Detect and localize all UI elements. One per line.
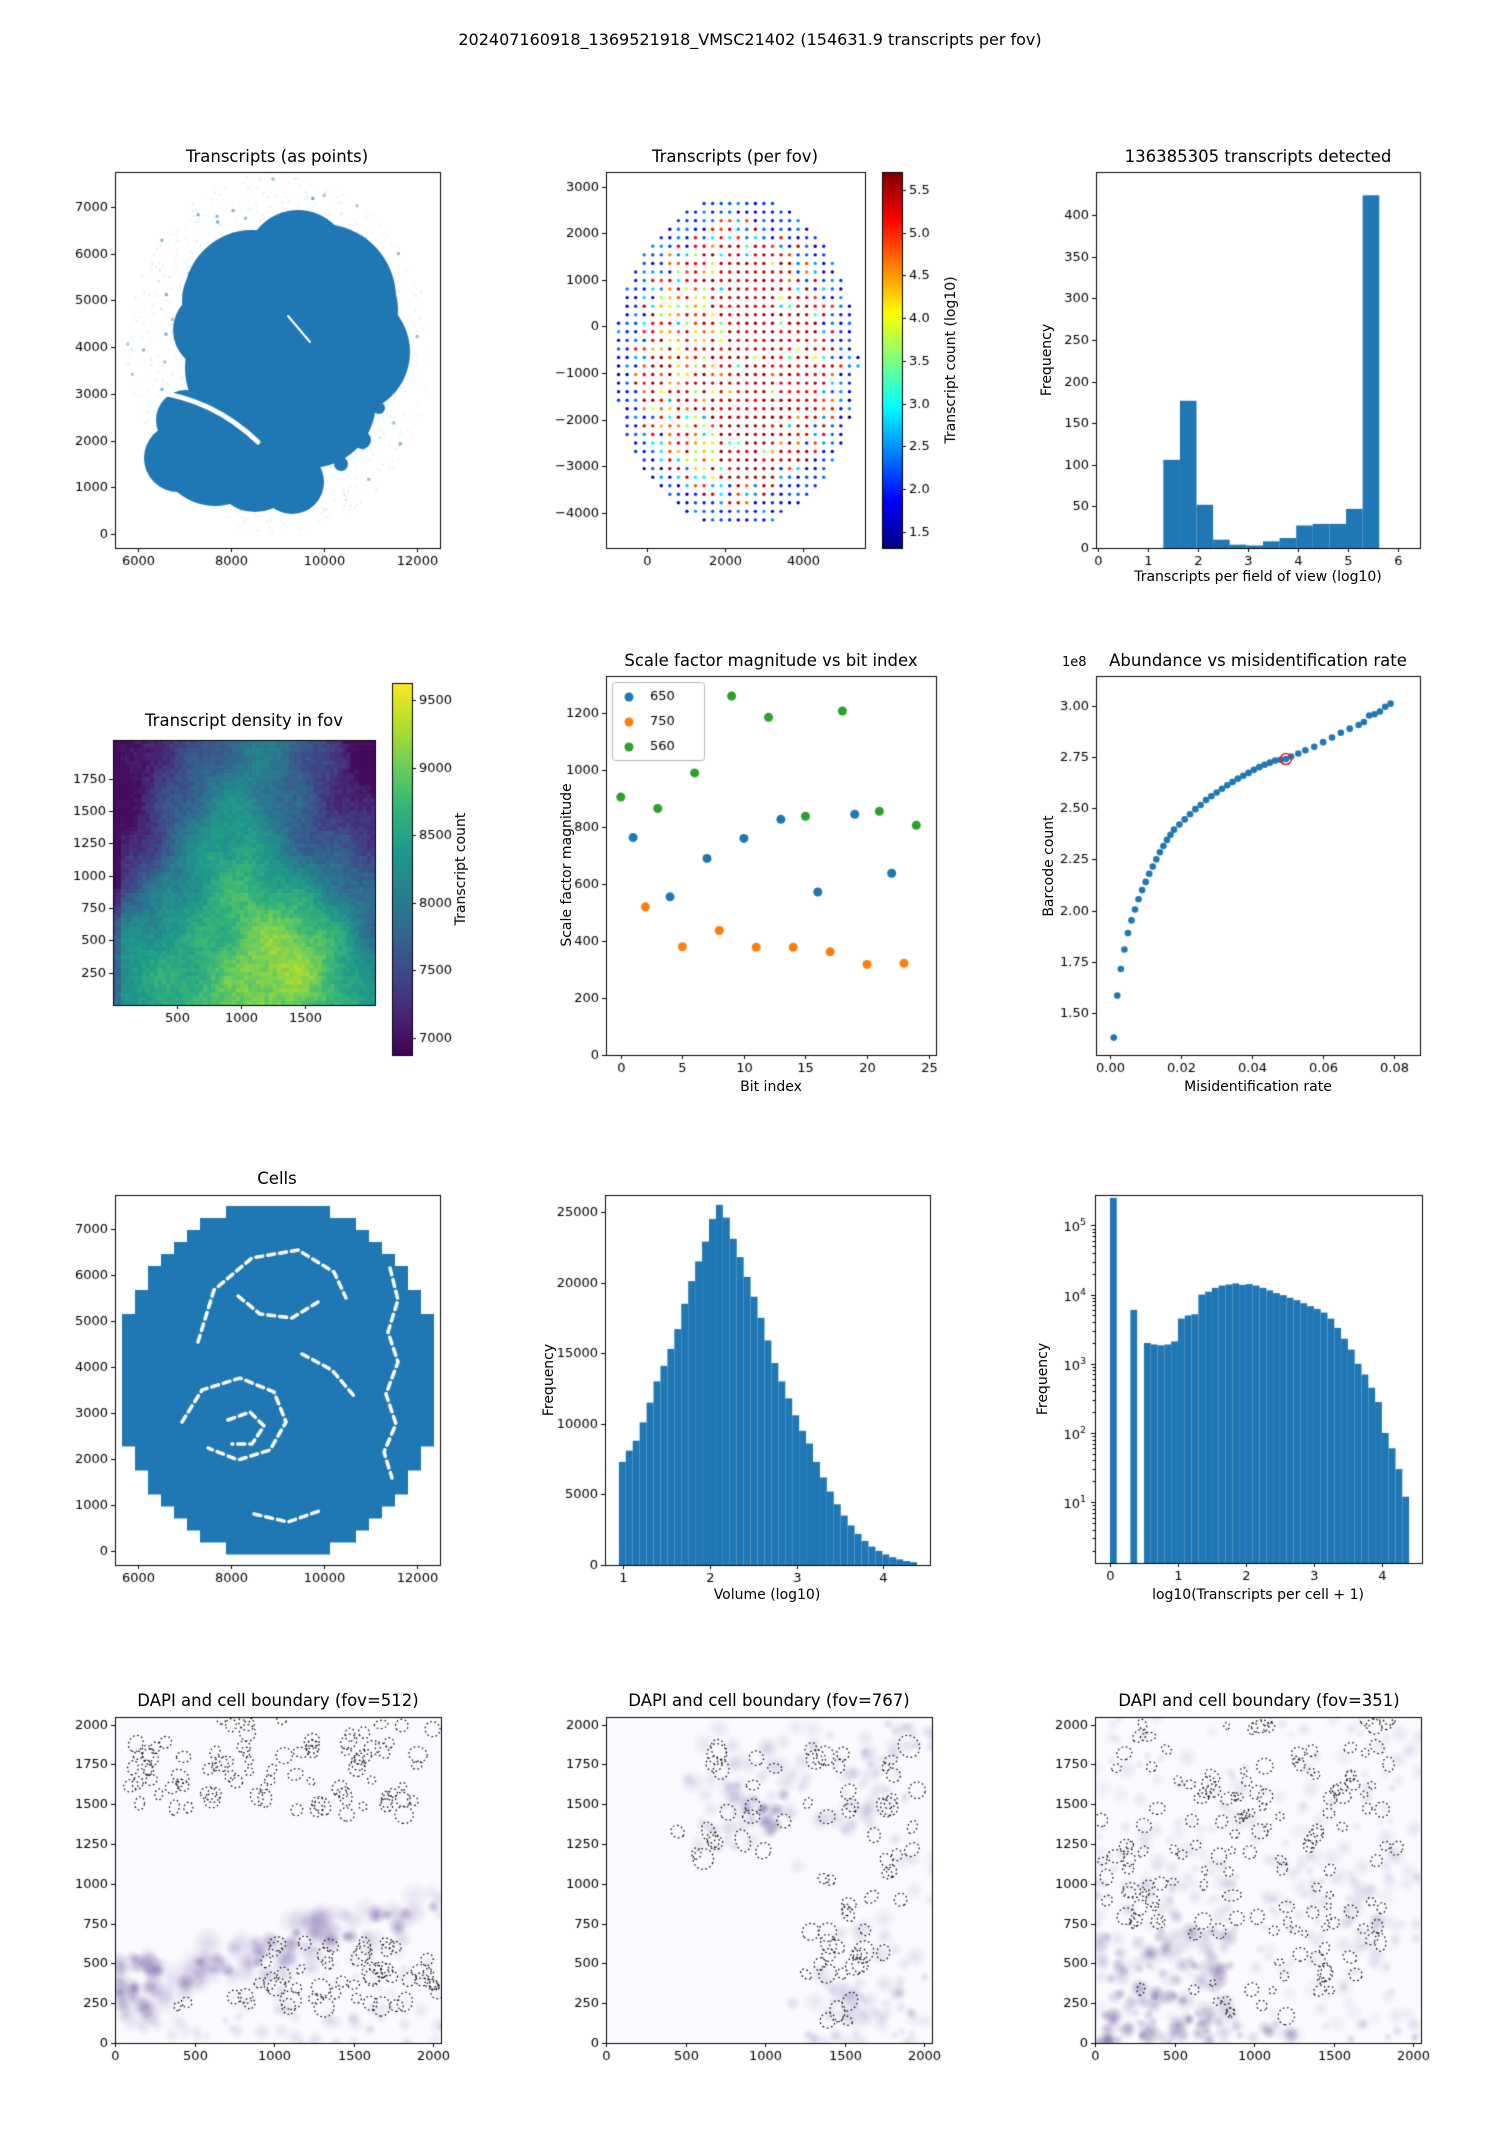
panel-dapi-512-title: DAPI and cell boundary (fov=512) (137, 1691, 419, 1710)
panel-transcripts-hist-title: 136385305 transcripts detected (1124, 147, 1392, 166)
per-fov-colorbar-label: Transcript count (log10) (943, 276, 959, 444)
panel-transcripts-per-fov-title: Transcripts (per fov) (651, 147, 819, 166)
panel-scale-factor-title: Scale factor magnitude vs bit index (624, 651, 918, 670)
panel-dapi-351-title: DAPI and cell boundary (fov=351) (1118, 1691, 1400, 1710)
per-cell-hist-xlabel: log10(Transcripts per cell + 1) (1152, 1587, 1364, 1603)
abundance-ylabel: Barcode count (1041, 815, 1057, 917)
abundance-xlabel: Misidentification rate (1184, 1079, 1332, 1095)
scale-factor-xlabel: Bit index (740, 1079, 802, 1095)
per-cell-hist-ylabel: Frequency (1035, 1342, 1051, 1416)
abundance-offset-text: 1e8 (1062, 655, 1087, 670)
panel-density-title: Transcript density in fov (145, 711, 343, 730)
density-colorbar-label: Transcript count (453, 812, 469, 926)
figure-title: 202407160918_1369521918_VMSC21402 (15463… (458, 30, 1042, 49)
panel-abundance-title: Abundance vs misidentification rate (1109, 651, 1407, 670)
panel-dapi-767-title: DAPI and cell boundary (fov=767) (628, 1691, 910, 1710)
panel-transcripts-points-title: Transcripts (as points) (185, 147, 369, 166)
transcripts-hist-ylabel: Frequency (1039, 323, 1055, 397)
panel-cells-title: Cells (257, 1169, 297, 1188)
volume-hist-xlabel: Volume (log10) (713, 1587, 821, 1603)
transcripts-hist-xlabel: Transcripts per field of view (log10) (1134, 569, 1382, 585)
volume-hist-ylabel: Frequency (541, 1343, 557, 1417)
scale-factor-ylabel: Scale factor magnitude (559, 783, 575, 947)
